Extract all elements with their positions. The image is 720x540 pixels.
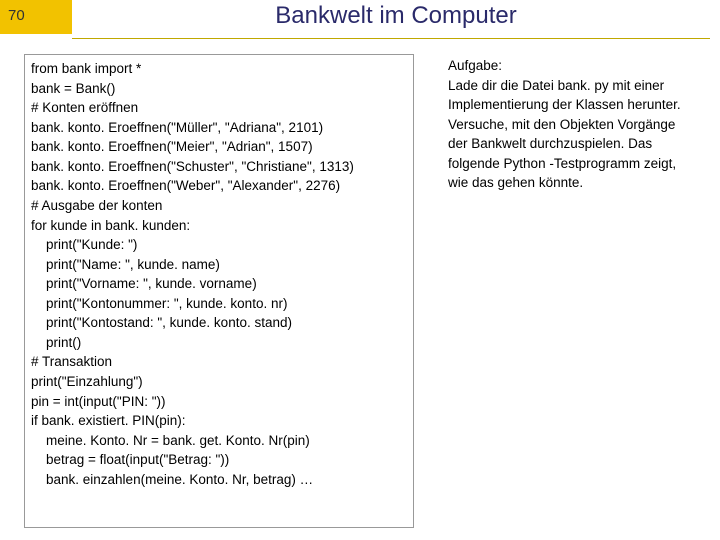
slide: 70 Bankwelt im Computer from bank import…	[0, 0, 720, 540]
task-heading: Aufgabe:	[448, 58, 502, 73]
page-title: Bankwelt im Computer	[275, 2, 516, 29]
slide-header: 70 Bankwelt im Computer	[0, 0, 720, 38]
slide-number-box: 70	[0, 0, 72, 34]
slide-number: 70	[8, 7, 25, 24]
header-underline	[72, 38, 710, 39]
task-body: Lade dir die Datei bank. py mit einer Im…	[448, 78, 681, 191]
title-area: Bankwelt im Computer	[72, 0, 720, 30]
content-row: from bank import * bank = Bank() # Konte…	[24, 54, 708, 528]
code-listing: from bank import * bank = Bank() # Konte…	[24, 54, 414, 528]
task-text: Aufgabe: Lade dir die Datei bank. py mit…	[448, 54, 698, 528]
